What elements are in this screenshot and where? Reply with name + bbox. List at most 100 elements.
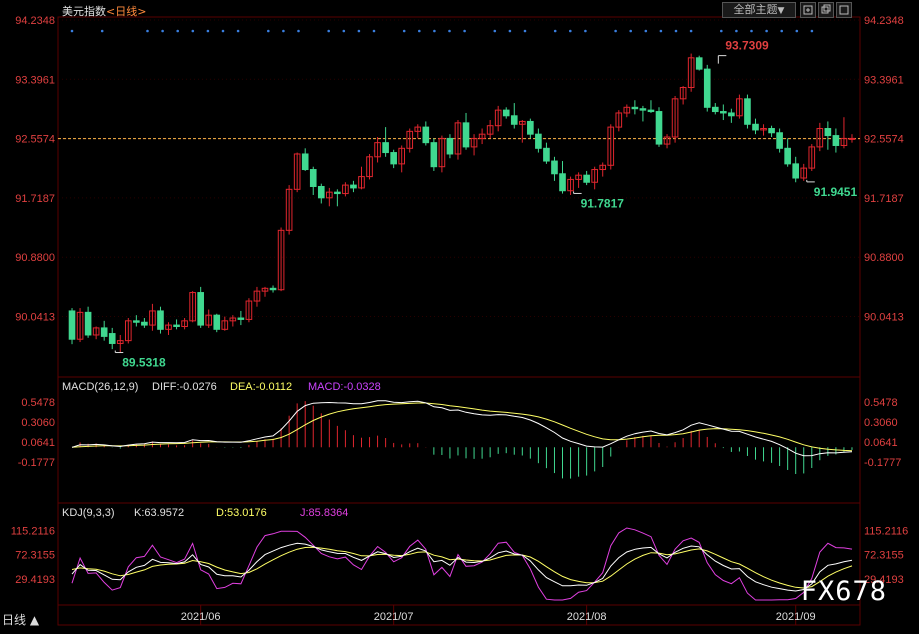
candle-body — [486, 125, 494, 135]
candle-body — [784, 147, 791, 165]
candle-body — [374, 142, 381, 158]
signal-dot — [418, 29, 421, 33]
candle-body — [832, 135, 840, 146]
macd-legend-item: DIFF:-0.0276 — [152, 381, 217, 393]
candle-body — [116, 340, 124, 344]
candle-body — [157, 310, 164, 330]
candle-body — [213, 314, 221, 330]
add-chart-button[interactable] — [800, 2, 816, 18]
candle-body — [124, 320, 132, 342]
candle-body — [510, 115, 518, 125]
signal-dot — [146, 29, 149, 33]
candle-body — [655, 111, 663, 145]
candle-body — [366, 156, 373, 178]
candle-body — [768, 128, 775, 134]
candle-body — [285, 188, 293, 231]
candle-body — [438, 137, 446, 168]
candle-body — [808, 146, 816, 169]
candle-body — [639, 108, 647, 111]
candle-body — [446, 137, 454, 155]
restore-button[interactable] — [818, 2, 834, 18]
candle-body — [623, 106, 631, 114]
candle-body — [237, 317, 245, 320]
macd-legend-item: MACD(26,12,9) — [62, 381, 138, 393]
x-axis-label: 2021/08 — [567, 611, 607, 623]
candle-body — [559, 173, 566, 192]
signal-dot — [221, 29, 225, 33]
signal-dot — [100, 29, 104, 33]
signal-dot — [70, 29, 74, 33]
candle-body — [679, 87, 687, 100]
signal-dot — [282, 29, 285, 33]
candle-body — [502, 109, 510, 117]
candle-body — [760, 128, 767, 131]
chart-period[interactable]: <日线> — [106, 5, 147, 18]
candle-body — [350, 184, 357, 189]
signal-dot — [493, 29, 497, 33]
macd-tick-left: -0.1777 — [18, 457, 55, 469]
candle-body — [390, 152, 397, 165]
candle-body — [728, 112, 735, 117]
close-icon — [839, 5, 849, 15]
kdj-tick-left: 115.2116 — [11, 525, 55, 537]
candle-body — [309, 169, 317, 187]
x-axis-label: 2021/06 — [181, 611, 221, 623]
candle-body — [301, 153, 309, 171]
candle-body — [149, 310, 156, 326]
candle-body — [342, 184, 349, 195]
signal-dot — [584, 29, 587, 33]
kdj-k-line — [71, 542, 853, 592]
candle-body — [430, 142, 438, 168]
signal-dot — [433, 29, 436, 33]
price-tick-right: 90.8800 — [864, 252, 904, 264]
candle-body — [108, 333, 116, 344]
macd-tick-left: 0.3060 — [21, 417, 55, 429]
candle-body — [583, 174, 590, 183]
signal-dot — [553, 29, 557, 33]
x-axis-label: 2021/09 — [776, 611, 816, 623]
candle-body — [173, 324, 180, 327]
candle-body — [422, 126, 430, 144]
candle-body — [398, 147, 406, 165]
candle-body — [671, 98, 679, 138]
price-tick-right: 91.7187 — [864, 193, 904, 205]
signal-dot — [720, 29, 723, 33]
kdj-tick-left: 72.3155 — [15, 550, 55, 562]
period-tab[interactable]: 日线 ▲ — [2, 613, 40, 627]
x-axis-label: 2021/07 — [374, 611, 414, 623]
candle-body — [326, 191, 333, 199]
candle-body — [535, 133, 542, 149]
candle-body — [197, 292, 204, 326]
signal-dot — [674, 29, 678, 33]
signal-dot — [659, 29, 663, 33]
theme-dropdown[interactable]: 全部主题▼ — [722, 2, 796, 18]
signal-dot — [402, 29, 406, 33]
candle-body — [317, 185, 325, 199]
candle-body — [269, 287, 277, 291]
kdj-legend-item: KDJ(9,3,3) — [62, 507, 115, 519]
price-tick-left: 90.8800 — [15, 252, 55, 264]
signal-dot — [508, 29, 512, 33]
price-tick-left: 92.5574 — [15, 134, 55, 146]
candle-body — [551, 160, 558, 175]
macd-tick-right: 0.0641 — [864, 437, 898, 449]
annotation-label: 89.5318 — [122, 356, 166, 370]
candle-body — [382, 142, 389, 154]
candle-body — [293, 153, 301, 190]
candle-body — [261, 287, 269, 292]
candle-body — [334, 191, 341, 195]
kdj-tick-right: 72.3155 — [864, 550, 904, 562]
candle-body — [221, 320, 229, 330]
signal-dot — [372, 29, 376, 33]
price-tick-left: 94.2348 — [15, 15, 55, 27]
macd-tick-right: 0.5478 — [864, 397, 898, 409]
close-button[interactable] — [836, 2, 852, 18]
annotation-label: 91.9451 — [814, 185, 858, 199]
signal-dot — [327, 29, 331, 33]
signal-dot — [765, 29, 768, 33]
candle-body — [848, 137, 856, 140]
price-tick-right: 94.2348 — [864, 15, 904, 27]
candle-body — [744, 98, 751, 125]
candle-body — [518, 120, 526, 125]
